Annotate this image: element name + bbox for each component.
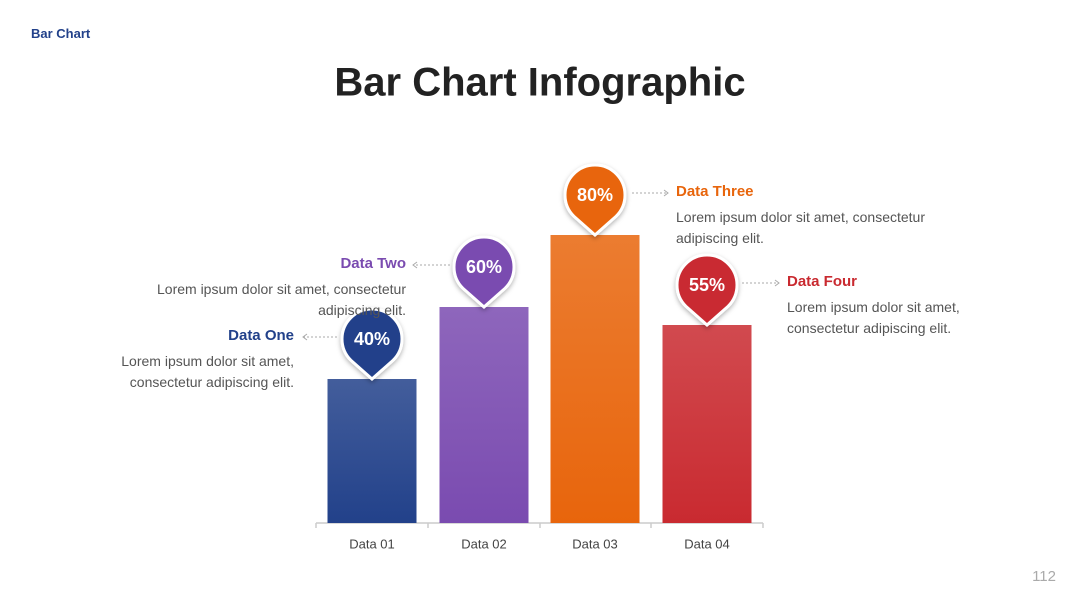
callout-title: Data Three [676,183,754,200]
connector-arrow [663,189,669,197]
value-pin [675,253,739,328]
callout-text: Lorem ipsum dolor sit amet, consectetur … [787,299,960,336]
chart-title: Bar Chart Infographic [334,61,745,105]
callout-title: Data Two [340,255,406,272]
callout: Data One Lorem ipsum dolor sit amet, cons… [104,327,294,393]
connector-arrow [302,333,308,341]
bar [662,325,752,523]
value-pin [563,163,627,238]
callout-text: Lorem ipsum dolor sit amet, consectetur … [121,353,294,390]
callout: Data Two Lorem ipsum dolor sit amet, cons… [136,255,406,321]
header: Bar Chart [31,26,91,41]
value-pin [340,307,404,382]
value-pin [452,235,516,310]
callout-text: Lorem ipsum dolor sit amet, consectetur … [157,281,406,318]
x-tick-label: Data 03 [572,536,618,551]
bar [327,379,417,523]
bar [550,235,640,523]
connector-arrow [412,261,418,269]
callout: Data Four Lorem ipsum dolor sit amet, con… [787,273,977,339]
x-tick-label: Data 01 [349,536,395,551]
callout: Data Three Lorem ipsum dolor sit amet, co… [676,183,956,249]
callout-title: Data Four [787,273,858,290]
value-label: 60% [466,257,502,277]
value-label: 40% [354,329,390,349]
value-label: 80% [577,185,613,205]
callout-text: Lorem ipsum dolor sit amet, consectetur … [676,209,925,246]
bar [439,307,529,523]
x-tick-label: Data 04 [684,536,730,551]
x-tick-label: Data 02 [461,536,507,551]
connector-arrow [774,279,780,287]
page-number: 112 [1032,568,1056,585]
value-label: 55% [689,275,725,295]
callout-title: Data One [228,327,294,344]
